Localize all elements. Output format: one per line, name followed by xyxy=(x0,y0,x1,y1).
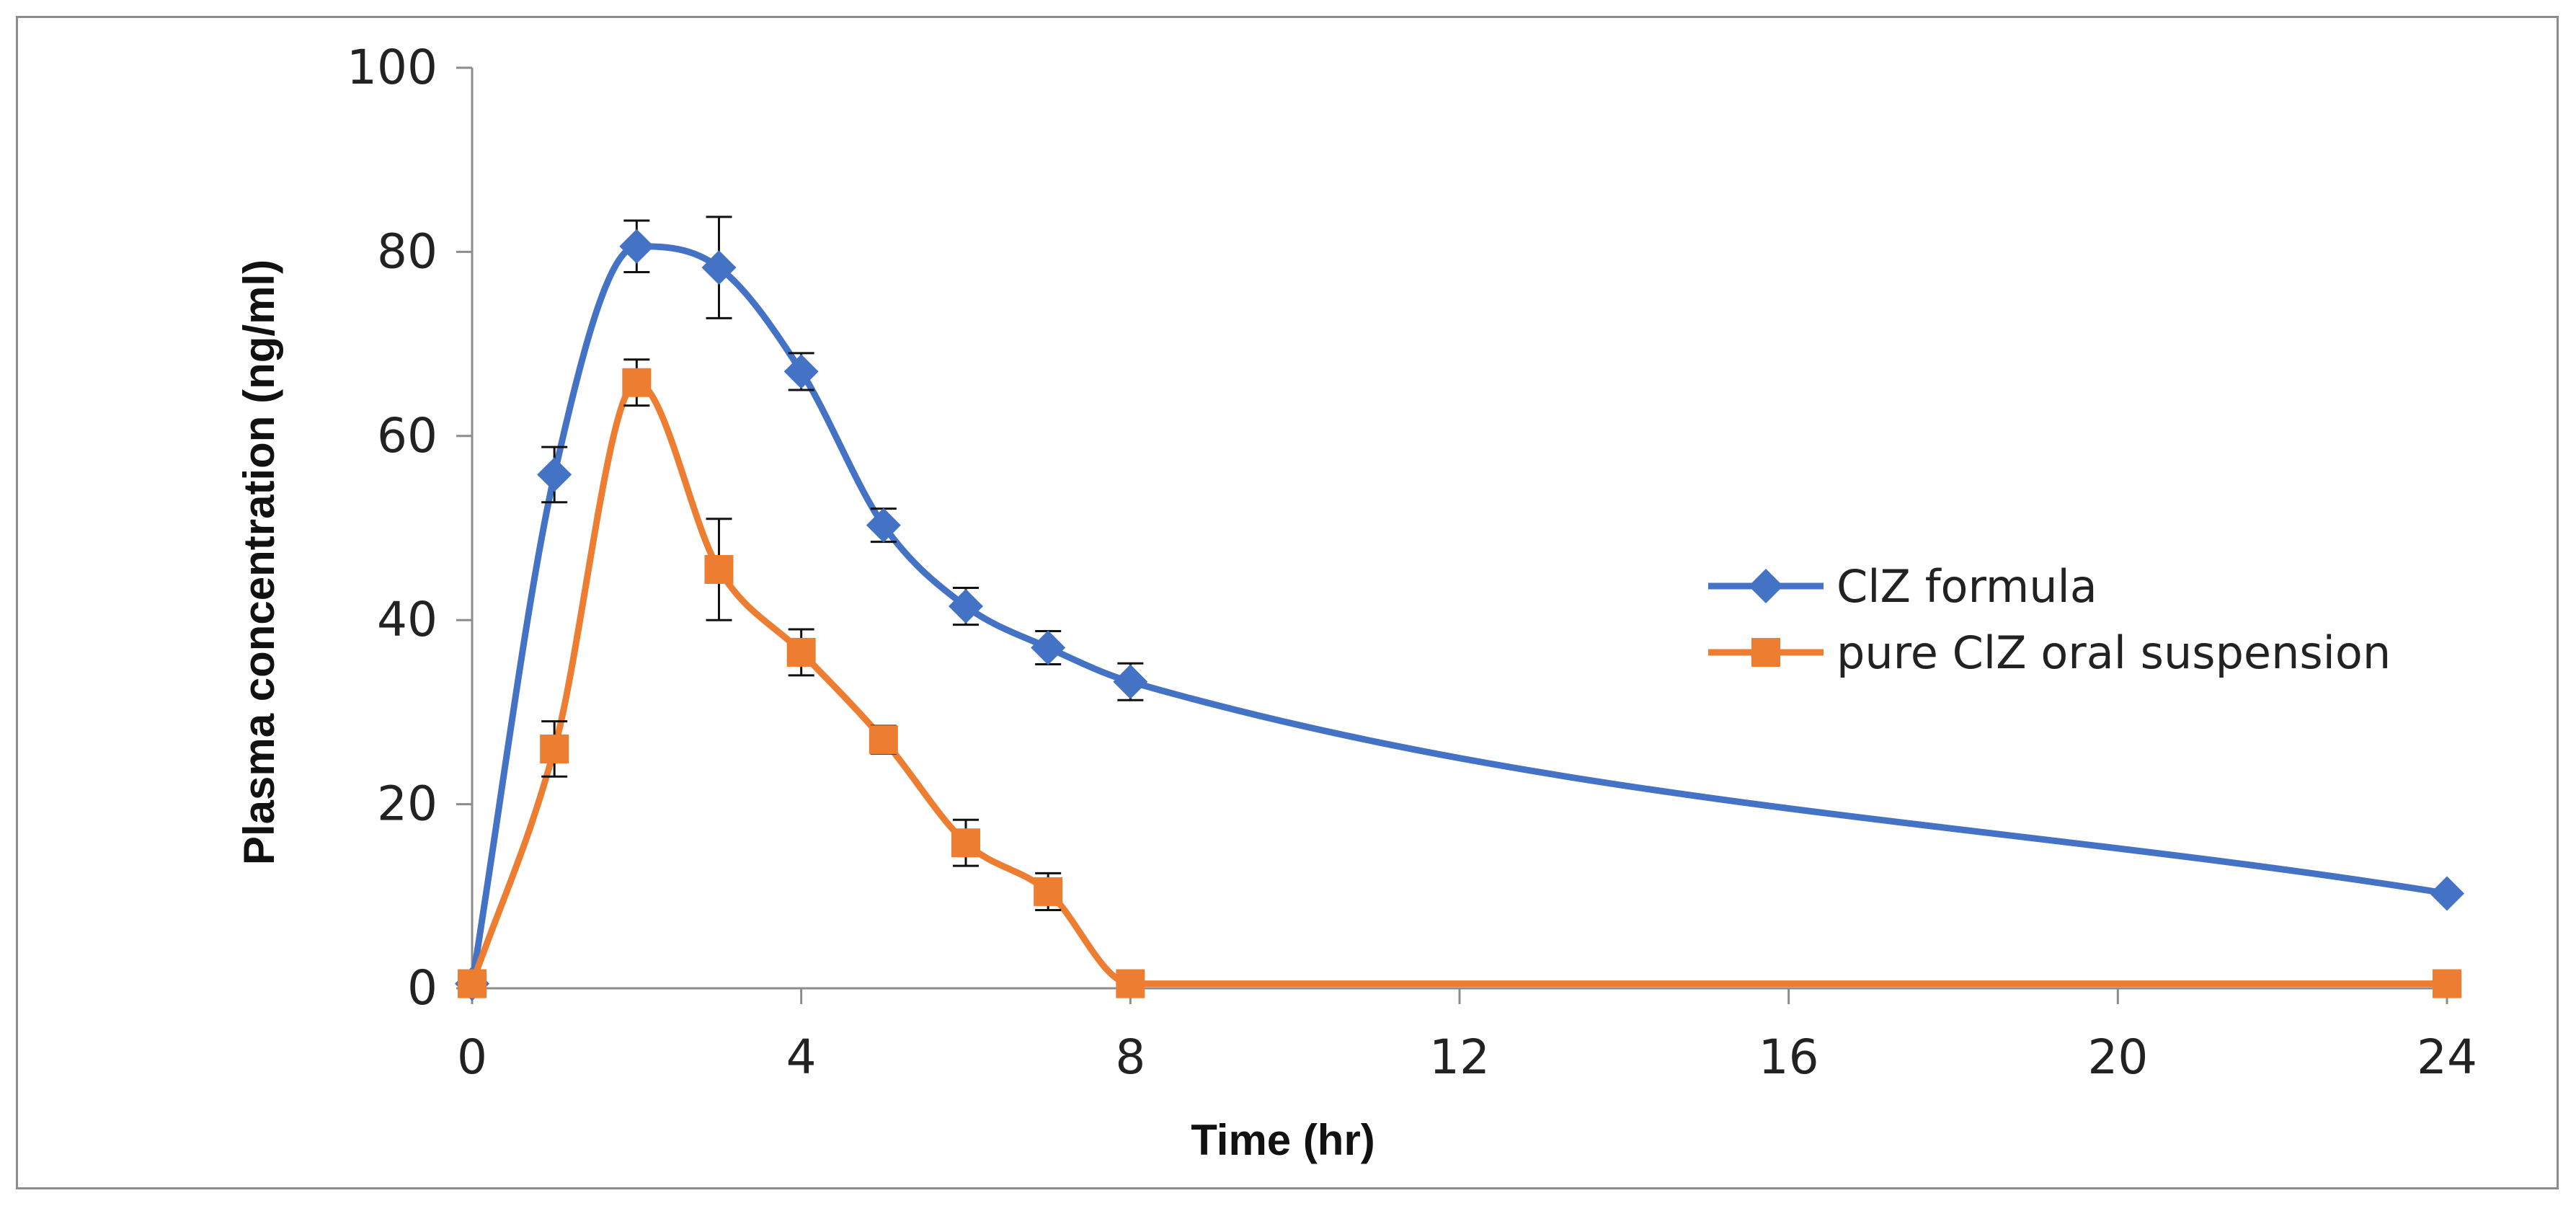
axes: 0 20 40 60 80 100 0 4 8 12 16 20 24 xyxy=(347,40,2477,1085)
legend-label: ClZ formula xyxy=(1836,560,2097,613)
legend: ClZ formula pure ClZ oral suspension xyxy=(1708,560,2391,679)
data-point xyxy=(540,734,569,763)
series-2 xyxy=(458,358,2461,998)
data-point xyxy=(786,637,816,667)
x-axis-title: Time (hr) xyxy=(1191,1116,1375,1164)
data-point xyxy=(1116,969,1145,998)
legend-entry-2: pure ClZ oral suspension xyxy=(1708,626,2391,679)
data-point xyxy=(1031,630,1066,665)
data-point xyxy=(866,507,901,543)
y-tick-label: 100 xyxy=(347,40,438,95)
chart-frame xyxy=(16,16,2559,1189)
data-point xyxy=(2433,969,2461,998)
y-tick-label: 60 xyxy=(377,408,438,464)
series-line xyxy=(468,379,2447,988)
data-point xyxy=(458,969,487,998)
data-point xyxy=(949,589,983,624)
x-tick-label: 0 xyxy=(457,1029,487,1085)
x-tick-label: 12 xyxy=(1429,1029,1490,1085)
legend-label: pure ClZ oral suspension xyxy=(1836,626,2391,679)
x-tick-label: 24 xyxy=(2417,1029,2477,1085)
y-tick-label: 20 xyxy=(377,776,438,832)
y-tick-label: 0 xyxy=(407,960,438,1016)
x-tick-label: 20 xyxy=(2087,1029,2148,1085)
data-point xyxy=(622,368,652,397)
data-point xyxy=(2430,876,2464,911)
y-tick-label: 40 xyxy=(377,592,438,647)
legend-marker xyxy=(1751,638,1780,667)
series-layer xyxy=(455,216,2464,1001)
series-1 xyxy=(455,216,2464,1001)
data-point xyxy=(701,250,737,285)
data-point xyxy=(951,828,980,858)
y-axis-title: Plasma concentration (ng/ml) xyxy=(235,260,283,865)
data-point xyxy=(1034,877,1063,906)
legend-marker xyxy=(1749,569,1783,603)
series-line xyxy=(468,243,2448,985)
data-point xyxy=(783,354,819,389)
x-tick-label: 8 xyxy=(1115,1029,1145,1085)
y-tick-label: 80 xyxy=(377,223,438,279)
data-point xyxy=(619,229,654,264)
legend-entry-1: ClZ formula xyxy=(1708,560,2097,613)
data-point xyxy=(704,554,734,584)
x-tick-label: 4 xyxy=(786,1029,817,1085)
data-point xyxy=(1113,664,1148,699)
data-point xyxy=(537,457,572,492)
x-tick-label: 16 xyxy=(1759,1029,1819,1085)
data-point xyxy=(869,725,898,755)
